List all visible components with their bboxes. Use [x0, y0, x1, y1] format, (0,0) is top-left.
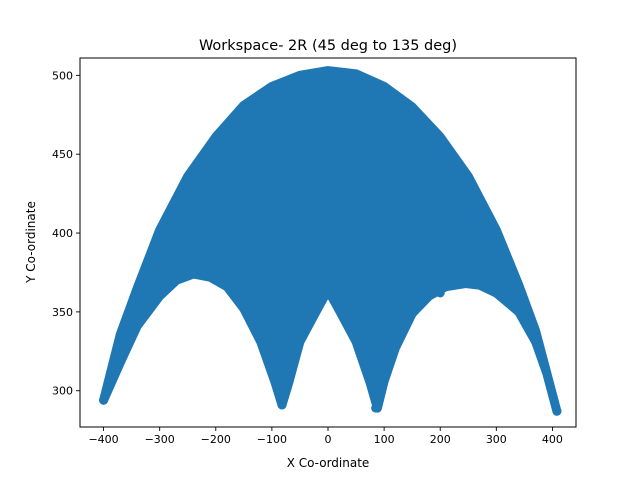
- y-tick-label: 400: [52, 227, 73, 240]
- scatter-point: [239, 302, 249, 312]
- y-axis-label: Y Co-ordinate: [24, 201, 38, 284]
- scatter-point: [211, 274, 221, 284]
- x-tick-label: 200: [430, 433, 451, 446]
- plot-area: [99, 66, 562, 416]
- scatter-point: [407, 308, 417, 318]
- scatter-point: [514, 304, 524, 314]
- x-tick-label: −100: [257, 433, 287, 446]
- x-tick-label: 100: [374, 433, 395, 446]
- scatter-point: [552, 406, 562, 416]
- y-tick-label: 350: [52, 306, 73, 319]
- scatter-point: [132, 305, 142, 315]
- chart-title: Workspace- 2R (45 deg to 135 deg): [199, 38, 457, 54]
- scatter-point: [371, 403, 381, 413]
- scatter-point: [531, 334, 541, 344]
- scatter-point: [99, 395, 109, 405]
- x-tick-label: 400: [542, 433, 563, 446]
- workspace-region: [99, 66, 562, 416]
- y-tick-label: 450: [52, 148, 73, 161]
- x-tick-label: 0: [325, 433, 332, 446]
- x-tick-label: −400: [88, 433, 118, 446]
- y-tick-label: 500: [52, 69, 73, 82]
- scatter-point: [435, 288, 445, 298]
- x-axis-label: X Co-ordinate: [287, 456, 370, 470]
- scatter-point: [115, 349, 125, 359]
- axes: −400 −300 −200 −100 0 100 200 300 400 300 350 400 45…: [52, 57, 577, 446]
- y-tick-label: 300: [52, 385, 73, 398]
- x-tick-label: −200: [201, 433, 231, 446]
- scatter-point: [277, 400, 287, 410]
- x-tick-label: −300: [145, 433, 175, 446]
- x-tick-label: 300: [486, 433, 507, 446]
